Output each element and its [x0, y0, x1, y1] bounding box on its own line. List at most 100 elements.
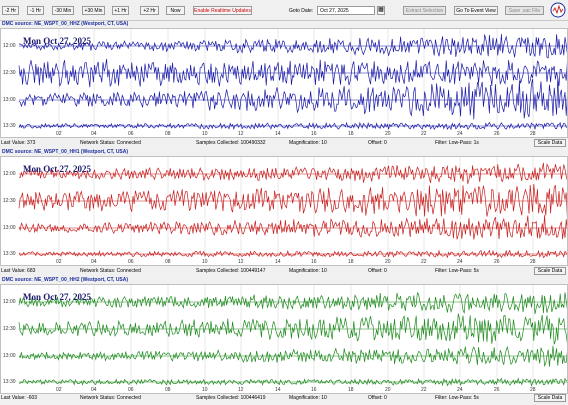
- x-tick-label: 10: [202, 131, 208, 137]
- offset: Offset: 0: [368, 140, 387, 146]
- logo-icon: [550, 2, 566, 18]
- waveform-svg: [18, 29, 567, 131]
- x-tick-label: 20: [385, 131, 391, 137]
- date-label: Mon Oct 27, 2025: [23, 164, 91, 174]
- x-tick-label: 12: [238, 259, 244, 265]
- samples-collected: Samples Collected: 100446419: [196, 395, 266, 401]
- waveform-plot[interactable]: 12:00 12:30 13:00 13:30 Mon Oct 27, 2025 02 04…: [0, 156, 568, 266]
- now-button[interactable]: Now: [166, 6, 185, 15]
- x-tick-label: 12: [238, 131, 244, 137]
- x-tick-label: 24: [457, 131, 463, 137]
- minus-30min-button[interactable]: -30 Min: [52, 6, 74, 15]
- scale-data-button[interactable]: Scale Data: [534, 139, 566, 147]
- x-tick-label: 14: [275, 387, 281, 393]
- waveform-trace: [18, 77, 567, 120]
- waveform-trace: [19, 377, 567, 387]
- x-tick-label: 06: [128, 387, 134, 393]
- waveform-trace: [18, 313, 567, 345]
- x-tick-label: 06: [128, 131, 134, 137]
- time-label: 13:00: [3, 353, 16, 359]
- last-value: Last Value: -603: [1, 395, 38, 401]
- date-label: Mon Oct 27, 2025: [23, 36, 91, 46]
- x-tick-label: 04: [91, 387, 97, 393]
- magnification: Magnification: 10: [289, 268, 327, 274]
- goto-date-input[interactable]: Oct 27, 2025: [317, 6, 375, 15]
- filter: Filter: Low-Pass: 5s: [435, 268, 479, 274]
- x-tick-label: 08: [165, 131, 171, 137]
- magnification: Magnification: 10: [289, 140, 327, 146]
- extract-selection-button[interactable]: Extract Selection: [403, 6, 446, 15]
- waveform-trace: [18, 215, 567, 240]
- time-label: 12:30: [3, 326, 16, 332]
- x-tick-label: 24: [457, 387, 463, 393]
- seismo-panel-hhz: DMC source: NE_WSPT_00_HHZ (Westport, CT…: [0, 21, 568, 148]
- waveform-trace: [18, 249, 567, 259]
- time-label: 13:00: [3, 225, 16, 231]
- x-tick-label: 28: [530, 259, 536, 265]
- last-value: Last Value: 373: [1, 140, 36, 146]
- panel-title: DMC source: NE_WSPT_00_HH2 (Westport, CT…: [2, 277, 129, 283]
- minus-2hr-button[interactable]: -2 Hr: [2, 6, 19, 15]
- toolbar: -2 Hr -1 Hr -30 Min +30 Min +1 Hr +2 Hr …: [0, 0, 568, 21]
- x-tick-label: 22: [421, 259, 427, 265]
- time-label: 12:30: [3, 198, 16, 204]
- plus-30min-button[interactable]: +30 Min: [82, 6, 105, 15]
- seismo-panel-hh1: DMC source: NE_WSPT_00_HH1 (Westport, CT…: [0, 149, 568, 277]
- x-tick-label: 02: [56, 387, 62, 393]
- waveform-trace: [18, 162, 567, 184]
- scale-data-button[interactable]: Scale Data: [534, 394, 566, 402]
- x-tick-label: 28: [530, 387, 536, 393]
- x-tick-label: 16: [311, 387, 317, 393]
- x-tick-label: 08: [165, 259, 171, 265]
- x-tick-label: 02: [56, 259, 62, 265]
- event-view-button[interactable]: Go To Event View: [454, 6, 498, 15]
- last-value: Last Value: 683: [1, 268, 36, 274]
- waveform-plot[interactable]: 12:00 12:30 13:00 13:30 Mon Oct 27, 2025 02 04…: [0, 284, 568, 394]
- magnification: Magnification: 10: [289, 395, 327, 401]
- x-tick-label: 18: [348, 387, 354, 393]
- x-tick-label: 14: [275, 131, 281, 137]
- x-tick-label: 16: [311, 131, 317, 137]
- offset: Offset: 0: [368, 395, 387, 401]
- x-tick-label: 04: [91, 131, 97, 137]
- filter: Filter: Low-Pass: 5s: [435, 395, 479, 401]
- realtime-updates-button[interactable]: Enable Realtime Updates: [193, 6, 252, 15]
- waveform-svg: [18, 157, 567, 259]
- save-sac-button[interactable]: Save .sac File: [505, 6, 544, 15]
- x-tick-label: 02: [56, 131, 62, 137]
- x-tick-label: 22: [421, 131, 427, 137]
- network-status: Network Status: Connected: [80, 268, 141, 274]
- waveform-plot[interactable]: 12:00 12:30 13:00 13:30 Mon Oct 27, 2025 02 04…: [0, 28, 568, 138]
- x-tick-label: 18: [348, 259, 354, 265]
- minus-1hr-button[interactable]: -1 Hr: [27, 6, 44, 15]
- waveform-trace: [18, 345, 567, 367]
- time-label: 13:00: [3, 97, 16, 103]
- scale-data-button[interactable]: Scale Data: [534, 267, 566, 275]
- samples-collected: Samples Collected: 100449147: [196, 268, 266, 274]
- x-tick-label: 20: [385, 259, 391, 265]
- x-tick-label: 26: [494, 259, 500, 265]
- calendar-icon[interactable]: ▦: [377, 6, 385, 15]
- filter: Filter: Low-Pass: 1s: [435, 140, 479, 146]
- network-status: Network Status: Connected: [80, 395, 141, 401]
- x-tick-label: 10: [202, 259, 208, 265]
- status-bar: Last Value: -603 Network Status: Connect…: [0, 393, 568, 403]
- x-tick-label: 14: [275, 259, 281, 265]
- time-label: 12:00: [3, 43, 16, 49]
- time-label: 12:30: [3, 70, 16, 76]
- x-tick-label: 06: [128, 259, 134, 265]
- waveform-trace: [18, 183, 567, 218]
- x-tick-label: 22: [421, 387, 427, 393]
- offset: Offset: 0: [368, 268, 387, 274]
- samples-collected: Samples Collected: 100490332: [196, 140, 266, 146]
- x-tick-label: 26: [494, 131, 500, 137]
- plus-1hr-button[interactable]: +1 Hr: [112, 6, 129, 15]
- waveform-trace: [19, 33, 567, 59]
- x-tick-label: 26: [494, 387, 500, 393]
- x-tick-label: 10: [202, 387, 208, 393]
- waveform-trace: [18, 121, 567, 131]
- plus-2hr-button[interactable]: +2 Hr: [140, 6, 159, 15]
- x-tick-label: 18: [348, 131, 354, 137]
- panel-title: DMC source: NE_WSPT_00_HHZ (Westport, CT…: [2, 21, 129, 27]
- status-bar: Last Value: 373 Network Status: Connecte…: [0, 138, 568, 148]
